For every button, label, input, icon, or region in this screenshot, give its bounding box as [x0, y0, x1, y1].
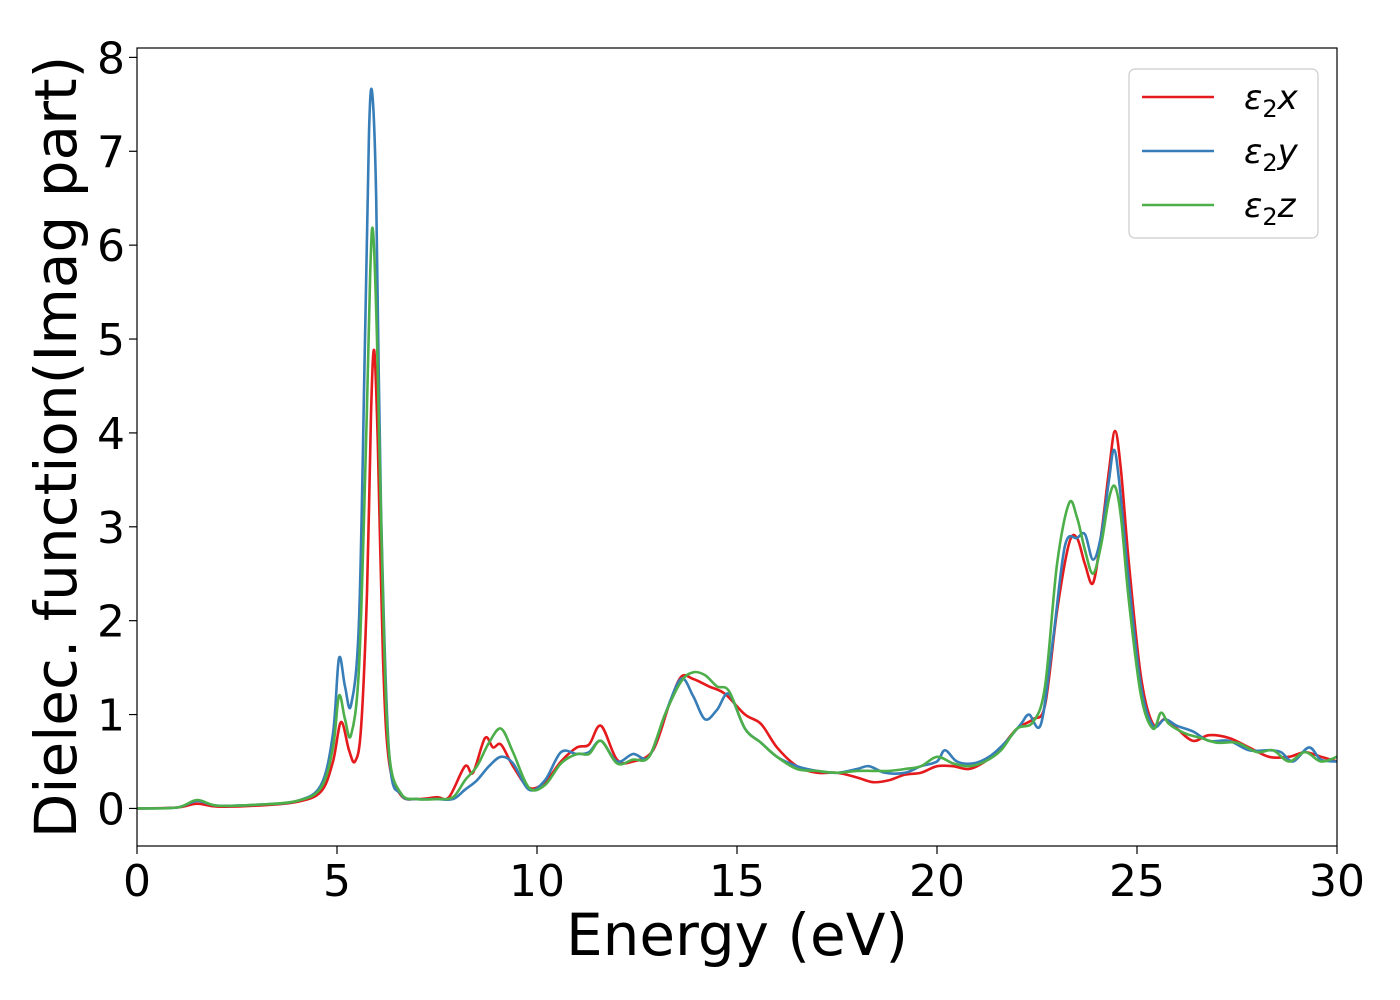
- x-tick-label: 20: [909, 856, 965, 907]
- y-axis-label: Dielec. function(Imag part): [22, 56, 90, 839]
- series-line-y: [137, 87, 1337, 810]
- x-tick-label: 10: [509, 856, 565, 907]
- legend-label-z: ε2z: [1244, 186, 1297, 231]
- legend-label-x: ε2x: [1244, 78, 1299, 123]
- legend-label-y: ε2y: [1244, 132, 1299, 177]
- y-tick-label: 4: [97, 409, 125, 460]
- series-layer: [137, 87, 1337, 810]
- x-tick-label: 25: [1109, 856, 1165, 907]
- y-tick-label: 5: [97, 315, 125, 366]
- y-tick-label: 3: [97, 503, 125, 554]
- legend-box: [1128, 68, 1319, 239]
- legend: ε2x ε2y ε2z: [1128, 68, 1319, 239]
- x-tick-label: 15: [709, 856, 765, 907]
- x-tick-label: 5: [323, 856, 351, 907]
- series-line-x: [137, 348, 1337, 810]
- y-tick-label: 2: [97, 597, 125, 648]
- series-line-z: [137, 226, 1337, 810]
- y-tick-label: 7: [97, 127, 125, 178]
- y-tick-label: 8: [97, 33, 125, 84]
- y-tick-label: 1: [97, 691, 125, 742]
- x-axis-label: Energy (eV): [566, 901, 908, 969]
- x-tick-label: 0: [123, 856, 151, 907]
- y-axis: 0 1 2 3 4 5 6 7 8: [97, 33, 137, 835]
- y-tick-label: 0: [97, 784, 125, 835]
- y-tick-label: 6: [97, 221, 125, 272]
- x-axis: 0 5 10 15 20 25 30: [123, 846, 1365, 907]
- x-tick-label: 30: [1309, 856, 1365, 907]
